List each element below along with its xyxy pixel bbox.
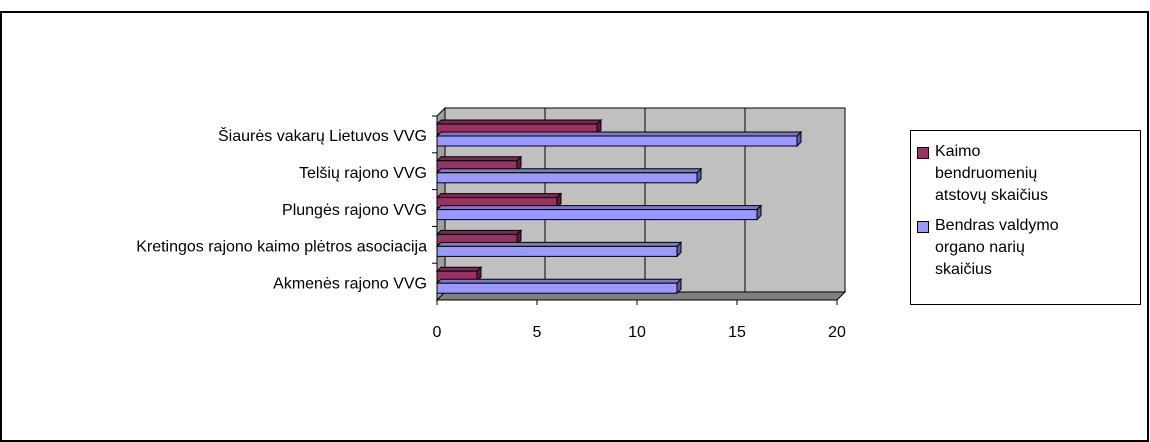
bar-top [435, 193, 563, 199]
y-tick-label: Akmenės rajono VVG [273, 275, 427, 292]
legend-swatch [917, 221, 929, 233]
legend-entry: Kaimo bendruomenių atstovų skaičius [917, 141, 1134, 207]
bar-top [435, 131, 803, 137]
legend-label: Kaimo bendruomenių atstovų skaičius [935, 143, 1048, 204]
x-tick-label: 15 [728, 324, 746, 341]
bar-top [435, 241, 683, 247]
bar [435, 155, 523, 173]
bar [435, 192, 563, 209]
bar [435, 229, 523, 246]
bar [435, 241, 683, 258]
x-tick-label: 10 [628, 324, 646, 341]
bar [435, 130, 803, 148]
bar [435, 277, 683, 295]
x-tick-label: 0 [433, 324, 442, 341]
legend-label: Bendras valdymo organo narių skaičius [935, 217, 1059, 278]
bar-front [436, 209, 758, 221]
y-tick-label: Šiaurės vakarų Lietuvos VVG [218, 126, 427, 145]
bar [435, 167, 703, 185]
legend-swatch [917, 147, 929, 159]
bar-top [435, 168, 703, 174]
legend-entry: Bendras valdymo organo narių skaičius [917, 215, 1134, 281]
chart-frame [0, 11, 1149, 442]
bar-top [435, 229, 523, 235]
bar-top [435, 266, 483, 272]
bar-top [435, 119, 603, 125]
bar-front [436, 282, 678, 294]
y-tick-label: Plungės rajono VVG [282, 202, 427, 219]
bar-front [436, 245, 678, 257]
legend: Kaimo bendruomenių atstovų skaičius Bendr… [910, 130, 1141, 305]
bar-front [436, 172, 698, 184]
bar-top [435, 156, 523, 162]
bar-top [435, 278, 683, 284]
x-tick-label: 5 [533, 324, 542, 341]
bar-top [435, 205, 763, 211]
y-tick-label: Telšių rajono VVG [299, 165, 427, 182]
y-tick-label: Kretingos rajono kaimo plėtros asociacij… [136, 239, 427, 256]
bar [435, 204, 763, 221]
bar-front [436, 135, 798, 147]
x-tick-label: 20 [828, 324, 846, 341]
